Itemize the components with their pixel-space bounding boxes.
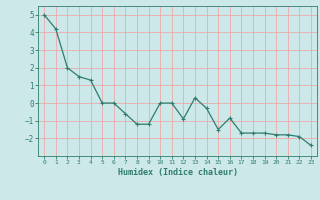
X-axis label: Humidex (Indice chaleur): Humidex (Indice chaleur) xyxy=(118,168,238,177)
